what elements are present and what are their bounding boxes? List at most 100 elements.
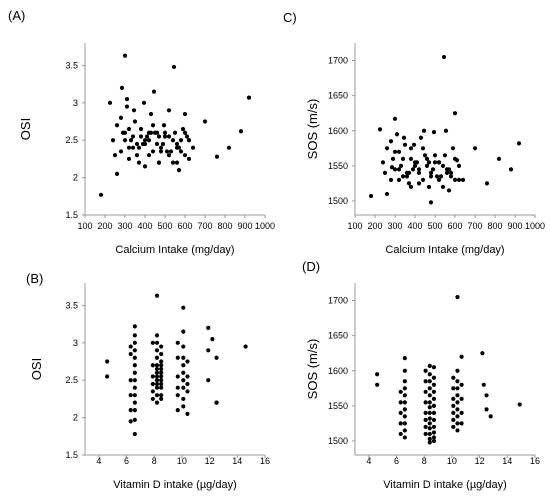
x-tick-label: 14 (232, 456, 242, 466)
x-tick-label: 16 (260, 456, 270, 466)
data-point (186, 156, 192, 162)
data-point (126, 126, 132, 132)
data-point (161, 123, 167, 128)
data-point (185, 389, 190, 394)
data-point (142, 138, 148, 143)
data-point (459, 396, 464, 401)
data-point (455, 400, 460, 405)
data-point (389, 165, 395, 170)
y-tick-label: 1.5 (65, 210, 78, 220)
data-point (432, 153, 438, 158)
y-axis-label: OSI (29, 358, 44, 380)
data-point (128, 138, 134, 143)
data-point (448, 174, 454, 179)
x-tick-label: 400 (407, 221, 422, 231)
data-point (422, 153, 428, 158)
data-point (134, 141, 140, 147)
data-point (423, 431, 428, 437)
x-axis-label: Vitamin D intake (µg/day) (383, 479, 507, 491)
data-point (159, 393, 164, 398)
data-point (175, 385, 180, 390)
data-point (402, 386, 407, 391)
data-point (170, 138, 176, 143)
panel-label: (A) (8, 8, 25, 23)
data-point (159, 359, 164, 364)
data-point (136, 145, 142, 150)
x-tick-label: 6 (124, 456, 129, 466)
data-point (420, 177, 426, 182)
data-point (181, 329, 186, 334)
data-point (431, 410, 437, 415)
data-point (428, 174, 434, 179)
data-point (423, 410, 428, 415)
x-tick-label: 8 (422, 456, 427, 466)
data-point (451, 386, 456, 391)
data-point (398, 389, 403, 394)
data-point (400, 156, 406, 161)
panel-b: (B) 1.5 2 2.5 3 3.5 4 6 8 10 12 14 16 Vitamin D intak… (26, 271, 270, 491)
data-point (124, 96, 130, 102)
data-point (132, 393, 137, 398)
data-point (132, 400, 137, 405)
panel-c: C) 1500 1550 1600 1650 1700 100 200 300 400 500 600… (283, 10, 545, 256)
data-point (159, 378, 164, 383)
x-tick-label: 4 (366, 456, 371, 466)
data-point (455, 368, 460, 373)
x-axis-label: Vitamin D intake (µg/day) (113, 479, 237, 491)
data-point (390, 156, 396, 161)
data-point (427, 426, 432, 431)
data-point (158, 145, 164, 150)
data-point (214, 154, 220, 159)
data-point (226, 145, 232, 150)
data-point (455, 421, 460, 426)
data-point (446, 188, 452, 193)
data-point (508, 167, 514, 172)
y-tick-label: 1600 (328, 366, 348, 376)
data-point (150, 123, 156, 128)
data-point (431, 365, 437, 370)
data-point (481, 382, 486, 387)
data-point (427, 440, 432, 445)
data-point (436, 177, 442, 182)
data-point (427, 436, 432, 441)
data-point (107, 100, 113, 105)
x-tick-label: 4 (96, 456, 101, 466)
data-point (402, 414, 407, 419)
y-tick-label: 1650 (328, 91, 348, 101)
data-point (152, 130, 158, 135)
data-point (128, 393, 133, 398)
data-point (428, 200, 434, 205)
data-point (431, 435, 437, 440)
data-point (396, 177, 402, 182)
data-point (132, 348, 137, 353)
y-tick-label: 1500 (328, 196, 348, 206)
data-point (456, 163, 462, 168)
data-point (162, 134, 168, 139)
data-point (446, 167, 452, 172)
data-point (164, 149, 170, 154)
y-tick-label: 1550 (328, 161, 348, 171)
y-axis-label: SOS (m/s) (305, 99, 320, 160)
data-point (455, 294, 460, 300)
data-point (396, 149, 402, 154)
data-point (402, 356, 407, 361)
x-tick-label: 1000 (525, 221, 545, 231)
data-point (154, 366, 160, 372)
data-point (431, 382, 437, 387)
data-point (398, 400, 403, 405)
data-point (151, 89, 157, 94)
x-tick-label: 400 (137, 221, 152, 231)
data-point (181, 344, 186, 349)
data-point (175, 355, 180, 360)
data-point (416, 170, 422, 175)
data-point (114, 171, 120, 176)
data-point (134, 153, 140, 158)
y-tick-label: 2.5 (65, 375, 78, 385)
data-point (402, 407, 407, 412)
data-point (206, 325, 211, 330)
data-point (431, 424, 437, 430)
data-point (138, 126, 144, 132)
data-point (150, 381, 155, 387)
data-point (206, 378, 211, 383)
data-point (431, 389, 437, 394)
